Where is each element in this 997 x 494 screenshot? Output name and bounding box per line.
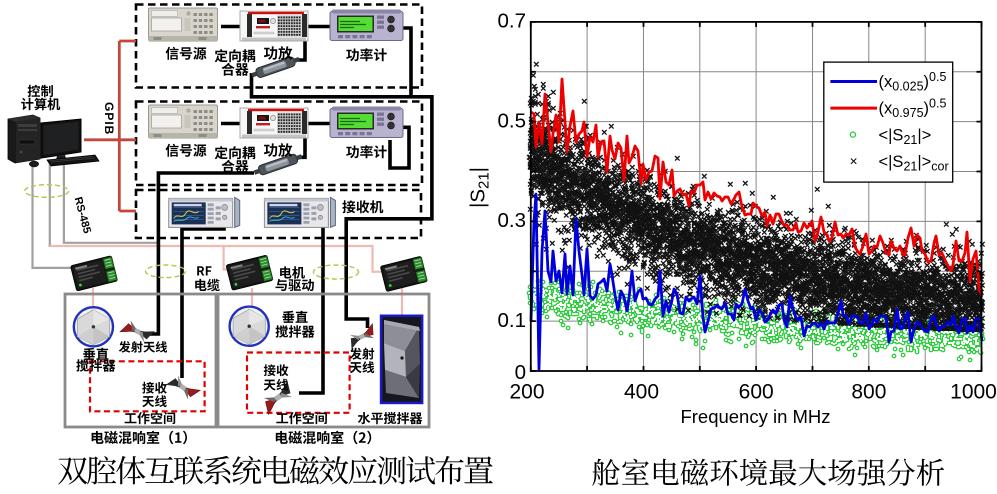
svg-text:0: 0 [515,361,526,384]
svg-text:200: 200 [509,381,544,404]
svg-text:0.3: 0.3 [498,209,527,232]
svg-text:|S21|: |S21| [467,167,493,208]
svg-text:<|S21|>: <|S21|> [879,127,932,148]
svg-text:1000: 1000 [950,381,997,404]
svg-text:0.7: 0.7 [498,10,527,33]
svg-text:GPIB: GPIB [102,102,116,135]
svg-text:0.5: 0.5 [498,109,527,132]
svg-text:RS-485: RS-485 [72,196,93,235]
svg-text:0.1: 0.1 [498,309,527,332]
svg-text:600: 600 [739,381,774,404]
svg-text:800: 800 [851,381,886,404]
svg-text:Frequency in MHz: Frequency in MHz [680,406,830,427]
svg-text:400: 400 [624,381,659,404]
svg-text:<|S21|>cor: <|S21|>cor [879,153,949,174]
